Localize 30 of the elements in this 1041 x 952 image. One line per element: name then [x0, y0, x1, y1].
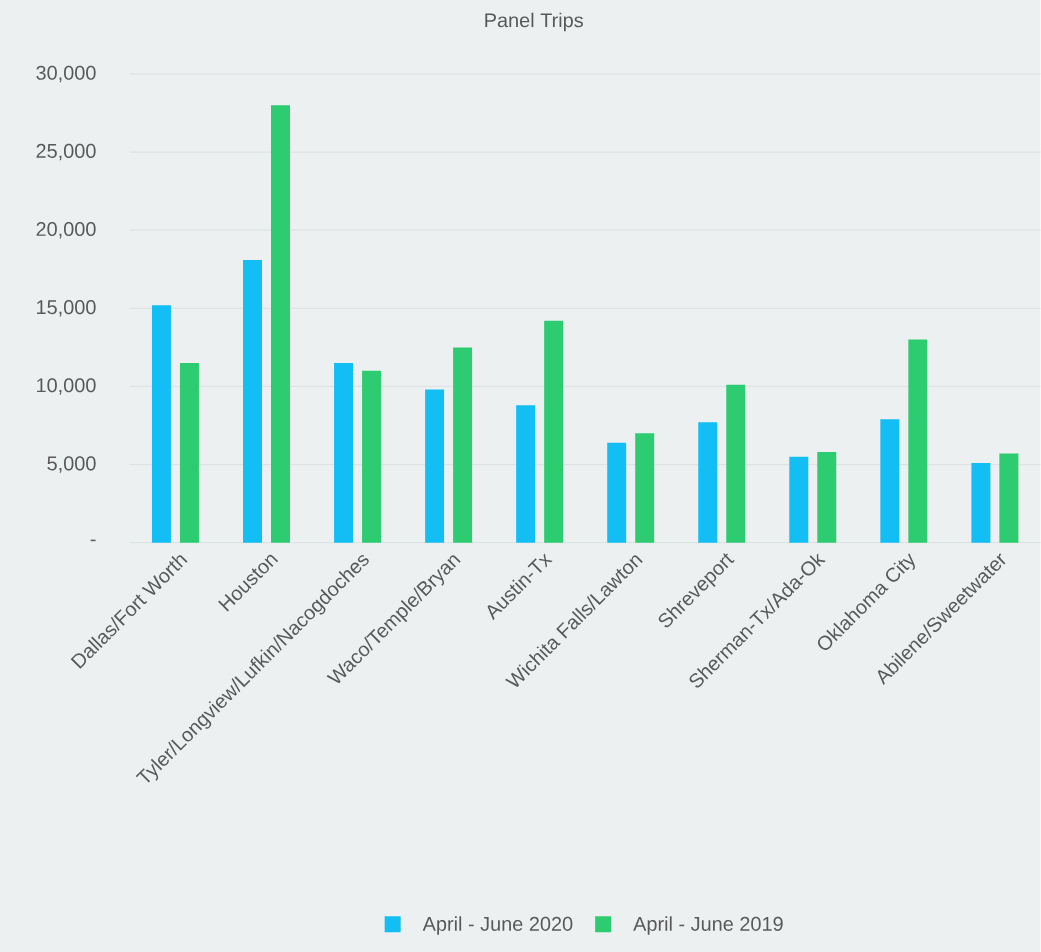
legend-label: April - June 2020 [422, 916, 573, 935]
bar [362, 370, 382, 543]
bar [635, 433, 655, 543]
bar [607, 442, 627, 543]
bar [971, 462, 991, 543]
y-tick-label: 15,000 [37, 299, 96, 317]
bar [453, 347, 473, 543]
bar [726, 384, 746, 543]
bar [908, 339, 928, 543]
bar [243, 259, 263, 543]
bar [271, 104, 290, 543]
legend-label: April - June 2019 [633, 916, 783, 935]
bar [179, 362, 199, 543]
bar [151, 304, 171, 543]
y-tick-label: 30,000 [36, 65, 96, 82]
bar [817, 451, 837, 543]
y-tick-label: 5,000 [47, 456, 96, 473]
bar [425, 389, 445, 543]
bar [999, 453, 1019, 543]
bar [789, 456, 809, 543]
y-tick-label: 25,000 [36, 143, 96, 161]
y-tick-label: - [90, 539, 96, 541]
y-tick-label: 20,000 [36, 221, 96, 239]
bar [516, 404, 536, 543]
y-tick-label: 10,000 [37, 378, 96, 395]
bar [544, 320, 564, 543]
chart-title: Panel Trips [485, 12, 583, 32]
bar [698, 422, 718, 543]
bar [880, 419, 900, 543]
bar [334, 362, 354, 543]
